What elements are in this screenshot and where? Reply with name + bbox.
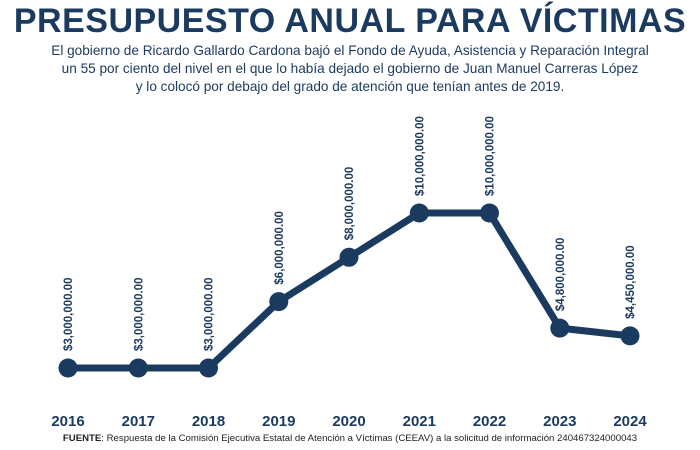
- data-label-2019: $6,000,000.00: [274, 211, 286, 285]
- data-point-2017: [128, 358, 148, 378]
- data-label-2022: $10,000,000.00: [485, 116, 497, 196]
- data-point-2019: [269, 292, 289, 312]
- subtitle-line-2: un 55 por ciento del nivel en el que lo …: [61, 61, 639, 76]
- data-point-2024: [620, 326, 640, 346]
- data-label-layer: $3,000,000.00 $3,000,000.00 $3,000,000.00 $…: [63, 116, 637, 351]
- data-label-2023: $4,800,000.00: [555, 238, 567, 312]
- series-layer: [58, 203, 640, 378]
- data-label-2020: $8,000,000.00: [344, 167, 356, 241]
- chart-subtitle: El gobierno de Ricardo Gallardo Cardona …: [20, 42, 680, 96]
- x-tick-label-2018: 2018: [192, 413, 225, 430]
- data-point-2016: [58, 358, 78, 378]
- data-label-2018: $3,000,000.00: [204, 277, 216, 351]
- x-axis-tick-labels: 2016 2017 2018 2019 2020 2021 2022 2023 2024: [51, 413, 647, 430]
- data-point-2020: [339, 247, 359, 267]
- chart-title: PRESUPUESTO ANUAL PARA VÍCTIMAS: [13, 2, 687, 40]
- x-tick-label-2019: 2019: [262, 413, 295, 430]
- source-note: FUENTE: Respuesta de la Comisión Ejecuti…: [0, 433, 700, 444]
- source-label: FUENTE: [62, 433, 102, 444]
- x-tick-label-2022: 2022: [473, 413, 506, 430]
- subtitle-line-3: y lo colocó por debajo del grado de aten…: [135, 79, 565, 94]
- x-tick-label-2024: 2024: [613, 413, 647, 430]
- data-label-2016: $3,000,000.00: [63, 277, 75, 351]
- source-text: : Respuesta de la Comisión Ejecutiva Est…: [101, 433, 638, 444]
- data-label-2024: $4,450,000.00: [625, 245, 637, 319]
- data-point-2023: [550, 318, 570, 338]
- data-point-2021: [409, 203, 429, 223]
- subtitle-line-1: El gobierno de Ricardo Gallardo Cardona …: [51, 43, 649, 58]
- x-tick-label-2021: 2021: [403, 413, 436, 430]
- data-label-2017: $3,000,000.00: [133, 277, 145, 351]
- data-label-2021: $10,000,000.00: [414, 116, 426, 196]
- data-point-2018: [199, 358, 218, 378]
- x-tick-label-2023: 2023: [543, 413, 576, 430]
- data-point-2022: [480, 203, 499, 223]
- x-tick-label-2016: 2016: [51, 413, 84, 430]
- x-tick-label-2017: 2017: [122, 413, 155, 430]
- x-tick-label-2020: 2020: [332, 413, 365, 430]
